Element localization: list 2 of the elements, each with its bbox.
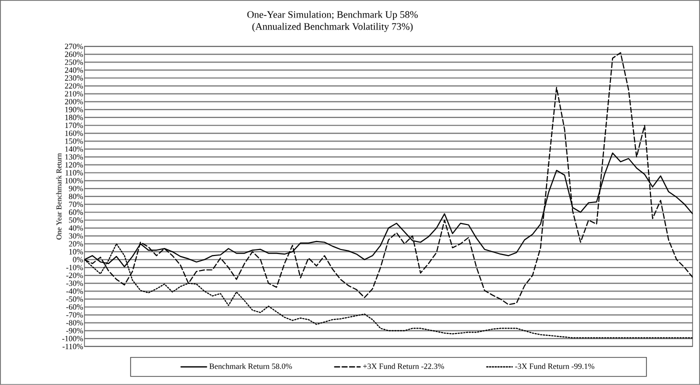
chart-subtitle: (Annualized Benchmark Volatility 73%) [252, 22, 413, 32]
chart-title: One-Year Simulation; Benchmark Up 58% [247, 10, 418, 20]
